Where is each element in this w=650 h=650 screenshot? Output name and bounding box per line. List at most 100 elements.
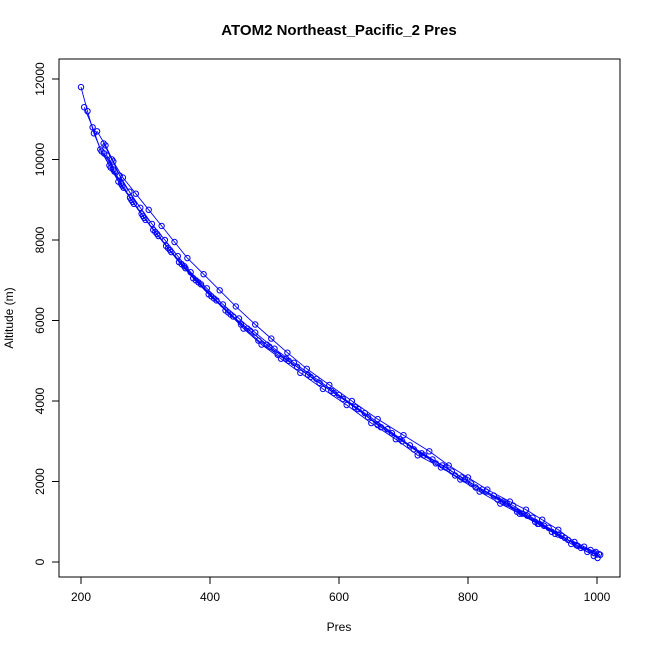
x-tick-label: 800: [458, 590, 478, 604]
data-point: [426, 448, 433, 455]
data-point: [102, 142, 109, 149]
data-point: [190, 275, 197, 282]
data-point: [195, 279, 202, 286]
data-point: [152, 228, 159, 236]
data-point: [232, 303, 240, 310]
data-point: [141, 214, 148, 222]
x-axis-label: Pres: [327, 620, 352, 634]
data-point: [591, 549, 598, 557]
data-point: [227, 311, 234, 318]
data-point: [410, 446, 417, 453]
data-point: [351, 403, 359, 411]
data-point: [319, 385, 327, 393]
data-point: [162, 242, 170, 250]
data-point: [132, 190, 140, 197]
data-point: [573, 541, 580, 549]
series-line-2: [103, 143, 595, 557]
data-point: [339, 395, 347, 403]
data-point: [592, 548, 599, 556]
data-point: [129, 198, 136, 206]
x-tick-label: 400: [200, 590, 220, 604]
y-axis: 0 2000 4000 6000 8000 10000 12000: [33, 62, 60, 565]
data-point: [304, 371, 312, 378]
data-point: [555, 526, 562, 533]
data-point: [171, 238, 178, 246]
data-point: [268, 335, 275, 342]
data-point: [150, 226, 157, 234]
chart-title: ATOM2 Northeast_Pacific_2 Pres: [221, 22, 456, 39]
data-point: [166, 246, 174, 254]
data-point: [89, 124, 96, 131]
y-tick-label: 8000: [33, 226, 47, 253]
data-point: [216, 287, 223, 294]
data-point: [464, 474, 472, 481]
data-point: [400, 432, 407, 439]
series-line-6: [103, 153, 595, 554]
data-point: [364, 413, 372, 421]
series-line-1: [96, 131, 598, 559]
data-point: [119, 182, 126, 189]
y-tick-label: 10000: [33, 142, 47, 176]
data-point: [153, 230, 161, 238]
x-tick-label: 200: [71, 590, 91, 604]
data-point: [175, 258, 183, 266]
data-point: [145, 206, 152, 214]
data-point: [100, 140, 107, 147]
data-point: [222, 307, 229, 314]
data-point: [445, 462, 452, 469]
series-line-4: [106, 155, 596, 553]
y-tick-label: 12000: [33, 62, 47, 96]
data-point: [388, 430, 396, 437]
data-point: [126, 188, 133, 195]
data-point: [374, 421, 381, 429]
data-point: [297, 369, 304, 376]
data-point: [574, 542, 581, 550]
data-point: [555, 531, 562, 538]
data-point: [564, 536, 572, 544]
data-point: [108, 156, 116, 163]
data-point: [355, 405, 362, 413]
data-point: [200, 271, 207, 278]
data-point: [418, 450, 425, 457]
data-point: [580, 543, 588, 550]
data-point: [293, 363, 301, 370]
data-point: [84, 108, 91, 115]
x-tick-label: 1000: [584, 590, 611, 604]
data-point: [77, 83, 85, 91]
plot-frame: [58, 58, 621, 578]
data-point: [595, 550, 603, 558]
data-point: [81, 104, 88, 111]
data-point: [316, 379, 323, 387]
data-point: [597, 551, 604, 558]
data-point: [158, 222, 165, 230]
data-point: [519, 510, 526, 517]
data-point: [479, 486, 486, 493]
data-point: [205, 291, 212, 298]
data-point: [164, 244, 172, 252]
x-tick-label: 600: [329, 590, 349, 604]
data-point: [328, 387, 335, 395]
series-line-3: [80, 86, 599, 555]
y-axis-label: Altitude (m): [2, 287, 16, 348]
data-point: [535, 520, 543, 527]
data-point: [110, 166, 117, 173]
data-point: [101, 150, 108, 157]
data-point: [499, 498, 506, 505]
data-point: [181, 263, 188, 270]
data-point: [284, 349, 291, 356]
data-point: [97, 146, 104, 153]
data-point: [548, 528, 555, 535]
data-point: [210, 295, 218, 302]
series-layer: [77, 83, 604, 562]
data-point: [252, 321, 259, 328]
y-tick-label: 4000: [33, 387, 47, 414]
data-point: [439, 462, 446, 469]
x-axis: 200 400 600 800 1000: [71, 576, 611, 604]
y-tick-label: 6000: [33, 307, 47, 334]
data-point: [343, 401, 350, 409]
data-point: [282, 355, 290, 362]
data-point: [237, 321, 245, 328]
data-point: [184, 254, 191, 262]
data-point: [244, 325, 251, 332]
